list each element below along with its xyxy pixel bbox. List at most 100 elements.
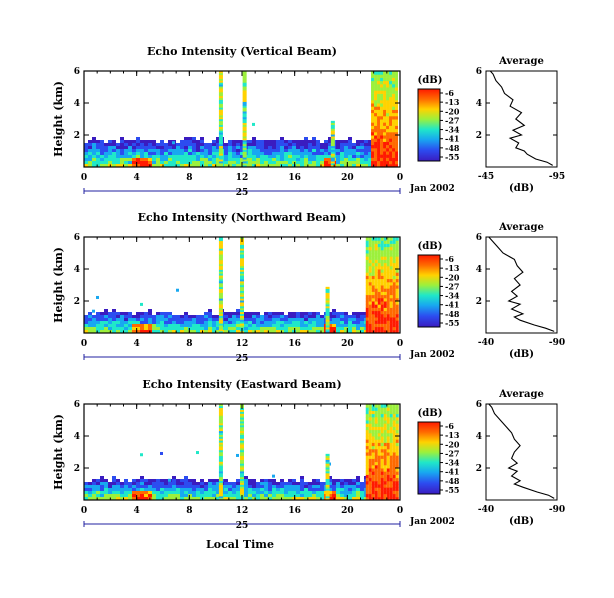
y-axis-label: Height (km) bbox=[52, 81, 65, 157]
avg-y-tick-label: 6 bbox=[476, 233, 482, 243]
avg-xlabel: (dB) bbox=[509, 183, 534, 194]
panel-2: Echo Intensity (Northward Beam)0 4 8 12 16 20… bbox=[52, 211, 565, 364]
avg-x-tick-label-right: -95 bbox=[549, 172, 565, 182]
y-tick-label: 4 bbox=[74, 99, 80, 109]
colorbar-tick-label: -27 bbox=[445, 448, 459, 458]
y-tick-label: 6 bbox=[74, 233, 80, 243]
x-tick-label: 0 bbox=[81, 173, 87, 183]
colorbar bbox=[417, 421, 441, 495]
colorbar-tick-label: -41 bbox=[445, 134, 459, 144]
colorbar-tick-label: -41 bbox=[445, 300, 459, 310]
x-tick-label: 12 bbox=[236, 173, 249, 183]
panel-1: Echo Intensity (Vertical Beam) 0 4 8 12 16 20 0… bbox=[52, 45, 565, 198]
x-tick-label: 12 bbox=[236, 506, 249, 516]
panel-3: Echo Intensity (Eastward Beam) 0 4 8 12 16 20 0… bbox=[52, 378, 565, 531]
avg-title: Average bbox=[498, 389, 544, 400]
avg-y-tick-label: 6 bbox=[476, 400, 482, 410]
x-tick-label: 0 bbox=[397, 339, 403, 349]
colorbar-tick-label: -55 bbox=[445, 152, 459, 162]
x-tick-label: 4 bbox=[134, 339, 140, 349]
avg-profile-line bbox=[488, 236, 555, 332]
avg-profile-line bbox=[488, 403, 555, 499]
date-day-label: 25 bbox=[236, 521, 249, 531]
x-tick-label: 8 bbox=[186, 506, 192, 516]
colorbar-tick-label: -6 bbox=[445, 254, 454, 264]
avg-y-tick-label: 2 bbox=[476, 131, 482, 141]
colorbar-tick-label: -6 bbox=[445, 421, 454, 431]
date-day-label: 25 bbox=[236, 354, 249, 364]
colorbar-tick-label: -6 bbox=[445, 88, 454, 98]
date-label: Jan 2002 bbox=[409, 184, 455, 194]
heatmap bbox=[84, 403, 399, 501]
avg-y-tick-label: 4 bbox=[476, 265, 482, 275]
colorbar-tick-label: -48 bbox=[445, 309, 460, 319]
x-tick-label: 20 bbox=[341, 506, 354, 516]
avg-xlabel: (dB) bbox=[509, 349, 534, 360]
colorbar-tick-label: -27 bbox=[445, 281, 459, 291]
avg-x-tick-label-left: -45 bbox=[478, 172, 494, 182]
x-tick-label: 0 bbox=[397, 506, 403, 516]
panel-title: Echo Intensity (Eastward Beam) bbox=[142, 378, 341, 391]
colorbar-unit: (dB) bbox=[418, 75, 443, 86]
panel-title: Echo Intensity (Vertical Beam) bbox=[147, 45, 337, 58]
avg-title: Average bbox=[498, 56, 544, 67]
x-tick-label: 8 bbox=[186, 339, 192, 349]
heatmap bbox=[84, 70, 399, 168]
colorbar-tick-label: -48 bbox=[445, 476, 460, 486]
y-tick-label: 2 bbox=[74, 131, 80, 141]
colorbar-tick-label: -27 bbox=[445, 115, 459, 125]
x-tick-label: 16 bbox=[288, 506, 301, 516]
x-tick-label: 4 bbox=[134, 506, 140, 516]
avg-x-tick-label-left: -40 bbox=[478, 505, 494, 515]
x-tick-label: 8 bbox=[186, 173, 192, 183]
colorbar-unit: (dB) bbox=[418, 241, 443, 252]
avg-xlabel: (dB) bbox=[509, 516, 534, 527]
colorbar-tick-label: -13 bbox=[445, 430, 460, 440]
avg-frame bbox=[485, 403, 558, 501]
avg-y-tick-label: 4 bbox=[476, 432, 482, 442]
date-day-label: 25 bbox=[236, 188, 249, 198]
avg-title: Average bbox=[498, 222, 544, 233]
y-tick-label: 6 bbox=[74, 400, 80, 410]
colorbar-tick-label: -55 bbox=[445, 485, 459, 495]
avg-x-tick-label-left: -40 bbox=[478, 338, 494, 348]
date-label: Jan 2002 bbox=[409, 350, 455, 360]
x-tick-label: 12 bbox=[236, 339, 249, 349]
x-tick-label: 20 bbox=[341, 339, 354, 349]
y-axis-label: Height (km) bbox=[52, 414, 65, 490]
colorbar-tick-label: -55 bbox=[445, 318, 459, 328]
colorbar-tick-label: -20 bbox=[445, 272, 460, 282]
colorbar-unit: (dB) bbox=[418, 408, 443, 419]
colorbar-tick-label: -13 bbox=[445, 97, 460, 107]
avg-y-tick-label: 4 bbox=[476, 99, 482, 109]
y-tick-label: 2 bbox=[74, 464, 80, 474]
heatmap bbox=[84, 236, 399, 334]
x-tick-label: 0 bbox=[81, 506, 87, 516]
x-tick-label: 16 bbox=[288, 173, 301, 183]
x-tick-label: 0 bbox=[397, 173, 403, 183]
y-axis-label: Height (km) bbox=[52, 247, 65, 323]
x-tick-label: 4 bbox=[134, 173, 140, 183]
colorbar-tick-label: -41 bbox=[445, 467, 459, 477]
shared-xlabel: Local Time bbox=[206, 538, 274, 551]
x-tick-label: 0 bbox=[81, 339, 87, 349]
avg-frame bbox=[485, 70, 558, 168]
colorbar bbox=[417, 254, 441, 328]
avg-y-tick-label: 2 bbox=[476, 297, 482, 307]
colorbar-tick-label: -34 bbox=[445, 458, 460, 468]
avg-y-tick-label: 6 bbox=[476, 67, 482, 77]
panel-title: Echo Intensity (Northward Beam) bbox=[138, 211, 347, 224]
avg-x-tick-label-right: -90 bbox=[549, 338, 565, 348]
colorbar-tick-label: -13 bbox=[445, 263, 460, 273]
colorbar-tick-label: -48 bbox=[445, 143, 460, 153]
x-tick-label: 20 bbox=[341, 173, 354, 183]
y-tick-label: 6 bbox=[74, 67, 80, 77]
date-label: Jan 2002 bbox=[409, 517, 455, 527]
y-tick-label: 4 bbox=[74, 432, 80, 442]
y-tick-label: 2 bbox=[74, 297, 80, 307]
y-tick-label: 4 bbox=[74, 265, 80, 275]
colorbar-tick-label: -34 bbox=[445, 291, 460, 301]
avg-x-tick-label-right: -90 bbox=[549, 505, 565, 515]
avg-y-tick-label: 2 bbox=[476, 464, 482, 474]
